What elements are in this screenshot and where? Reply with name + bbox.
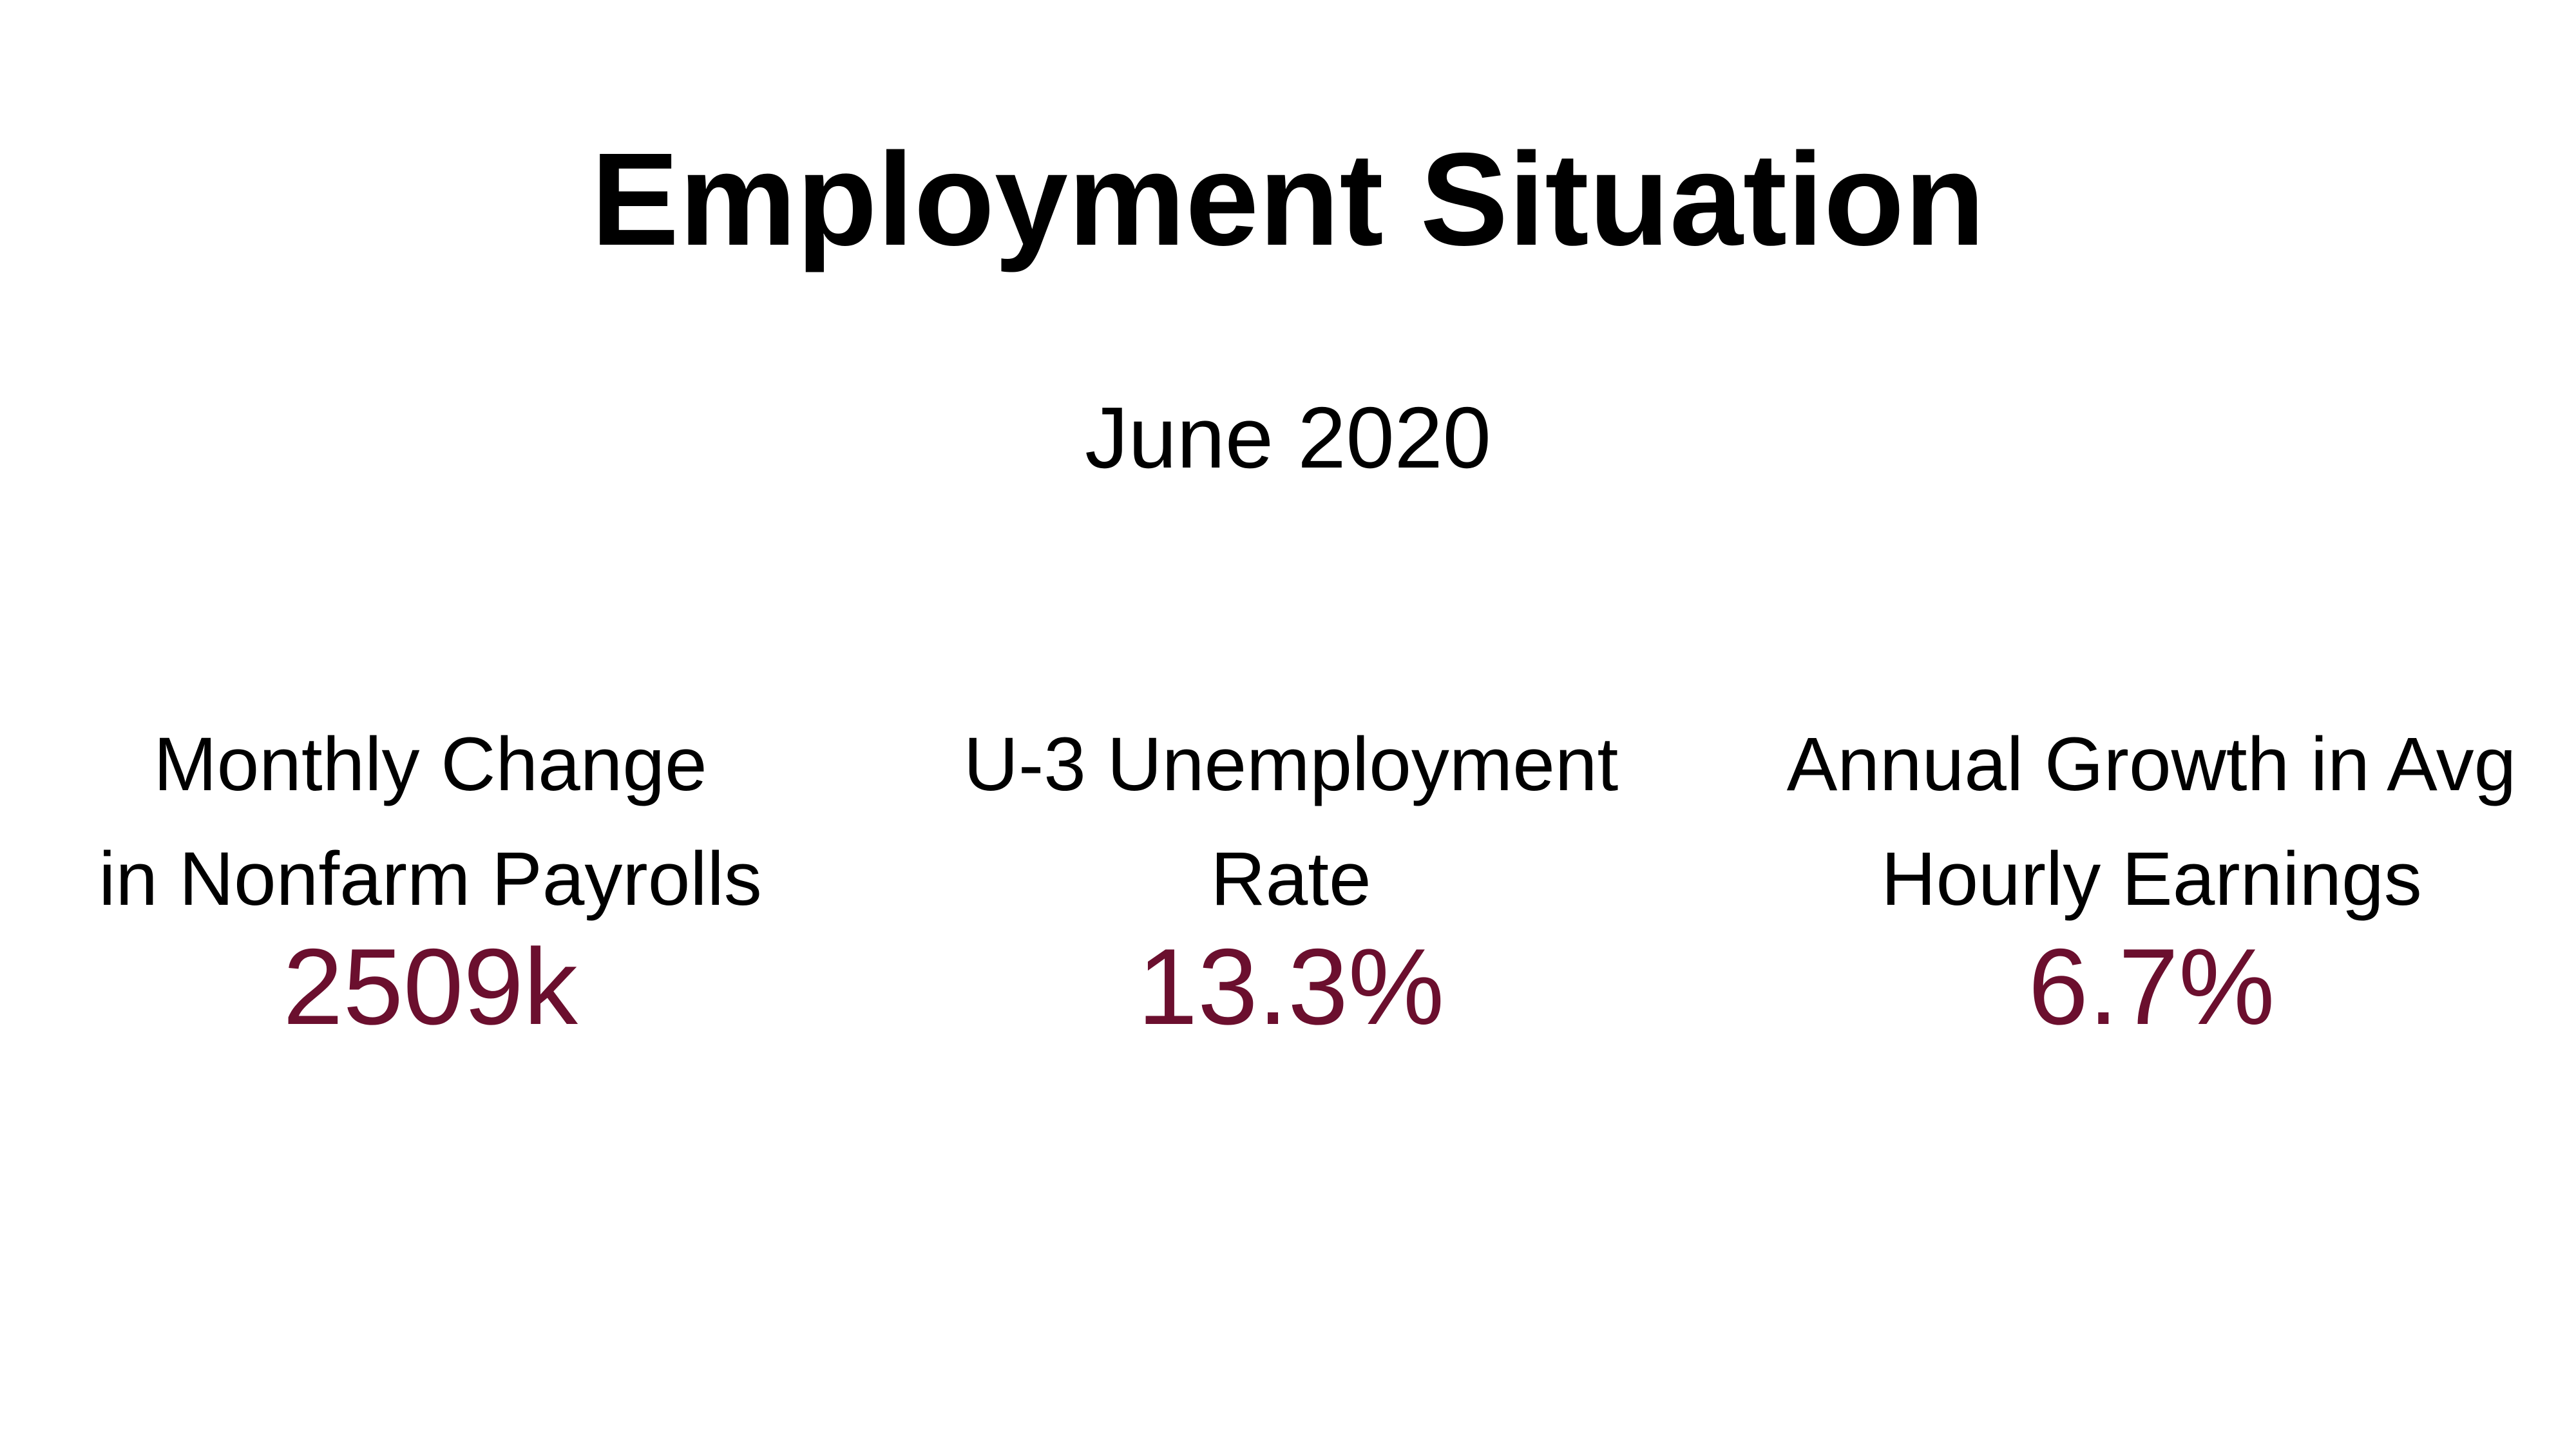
metric-value: 13.3% [1137,926,1445,1047]
metric-hourly-earnings-growth: Annual Growth in Avg Hourly Earnings 6.7… [1721,707,2576,1046]
metric-label: Annual Growth in Avg Hourly Earnings [1786,722,2517,922]
page-title: Employment Situation [591,126,1985,273]
metric-nonfarm-payrolls: Monthly Change in Nonfarm Payrolls 2509k [0,707,861,1046]
report-period: June 2020 [1085,389,1491,486]
metric-label: Monthly Change in Nonfarm Payrolls [99,722,762,922]
metric-value: 6.7% [2028,926,2275,1047]
metric-label: U-3 Unemployment Rate [963,722,1619,922]
metric-value: 2509k [283,926,578,1047]
metric-unemployment-rate: U-3 Unemployment Rate 13.3% [861,707,1721,1046]
